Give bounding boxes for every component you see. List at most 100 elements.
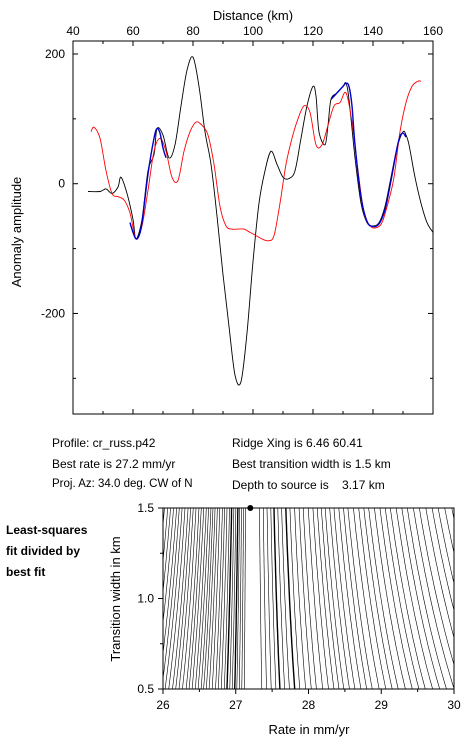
misfit-contour-chart: 26 27 28 29 30 0.5 1.0 1.5 Rate in mm/yr Trans… — [108, 501, 467, 737]
contour-line — [459, 508, 467, 689]
profile-label: Profile: cr_russ.p42 — [52, 436, 156, 450]
bottom-y-tick-label: 1.5 — [137, 501, 154, 515]
contour-line — [231, 508, 237, 689]
bottom-x-tick-label: 26 — [156, 698, 170, 712]
contour-line — [294, 508, 306, 689]
contour-line — [419, 508, 454, 666]
top-x-axis-label: Distance (km) — [213, 8, 293, 23]
top-x-tick-label: 160 — [423, 24, 443, 38]
contour-line — [437, 508, 454, 585]
contour-line — [384, 508, 420, 689]
contour-line — [431, 508, 454, 612]
contour-line — [220, 508, 228, 689]
contour-line — [353, 508, 380, 689]
contour-line — [263, 508, 267, 689]
bottom-y-tick-label: 1.0 — [137, 592, 154, 606]
contour-line — [413, 508, 454, 689]
side-note-line: fit divided by — [6, 544, 81, 558]
contour-line — [163, 508, 174, 625]
contour-line — [281, 508, 290, 689]
contour-line — [368, 508, 399, 689]
contour-line — [259, 508, 263, 689]
top-y-ticks: 200 0 -200 — [41, 47, 433, 379]
contour-line — [401, 508, 440, 689]
contour-line — [211, 508, 221, 689]
contour-line — [289, 508, 301, 689]
bottom-x-axis-label: Rate in mm/yr — [269, 722, 351, 737]
contour-line — [312, 508, 329, 689]
best-width-label: Best transition width is 1.5 km — [232, 457, 391, 471]
bottom-y-tick-label: 0.5 — [137, 682, 154, 696]
contour-line — [239, 508, 242, 689]
contour-line — [308, 508, 324, 689]
contour-line — [182, 508, 197, 689]
contour-line — [229, 508, 235, 689]
contour-lines — [163, 508, 467, 689]
bottom-x-tick-label: 28 — [302, 698, 316, 712]
contour-line — [266, 508, 272, 689]
contour-line — [277, 508, 285, 689]
fitted-segment-line-1 — [129, 127, 167, 240]
bottom-x-tick-label: 30 — [447, 698, 461, 712]
contour-line — [163, 508, 177, 656]
contour-line — [197, 508, 209, 689]
contour-line — [164, 508, 183, 689]
contour-line — [338, 508, 362, 689]
ridge-crossing-label: Ridge Xing is 6.46 60.41 — [232, 436, 363, 450]
contour-line — [425, 508, 454, 639]
side-note-line: best fit — [6, 565, 46, 579]
side-note-line: Least-squares — [6, 523, 88, 537]
contour-line — [316, 508, 335, 689]
contour-line — [395, 508, 433, 689]
contour-line — [215, 508, 223, 689]
contour-line — [324, 508, 345, 689]
contour-line — [241, 508, 244, 689]
contour-line — [285, 508, 296, 689]
top-x-tick-label: 140 — [363, 24, 383, 38]
contour-line — [343, 508, 368, 689]
top-y-tick-label: -200 — [41, 306, 65, 320]
anomaly-profile-chart: 40 60 80 100 120 140 160 200 0 -200 Distance (km… — [9, 8, 443, 415]
top-y-tick-label: 0 — [58, 177, 65, 191]
contour-line — [208, 508, 218, 689]
contour-line — [163, 508, 180, 681]
contour-line — [168, 508, 186, 689]
contour-line — [195, 508, 207, 689]
contour-line — [390, 508, 426, 689]
contour-line — [321, 508, 340, 689]
top-y-tick-label: 200 — [45, 47, 65, 61]
fitted-segment-line-2 — [330, 82, 407, 228]
contour-line — [163, 508, 171, 595]
best-rate-label: Best rate is 27.2 mm/yr — [52, 457, 176, 471]
contour-line — [234, 508, 239, 689]
contour-line — [163, 508, 168, 565]
side-note: Least-squares fit divided by best fit — [6, 520, 87, 583]
best-fit-marker — [247, 505, 254, 511]
bottom-y-ticks: 0.5 1.0 1.5 — [137, 501, 163, 696]
model-anomaly-line — [90, 80, 422, 242]
contour-line — [358, 508, 387, 689]
contour-line — [298, 508, 312, 689]
contour-line — [270, 508, 277, 689]
top-x-tick-label: 40 — [66, 24, 80, 38]
contour-line — [172, 508, 189, 689]
contour-line — [444, 508, 454, 555]
contour-line — [175, 508, 191, 689]
contour-line — [217, 508, 225, 689]
contour-line — [226, 508, 233, 689]
contour-line — [379, 508, 413, 689]
contour-line — [333, 508, 356, 689]
contour-line — [273, 508, 281, 689]
bottom-x-ticks: 26 27 28 29 30 — [156, 689, 461, 712]
top-plot-frame — [72, 40, 434, 415]
contour-line — [200, 508, 212, 689]
bottom-x-tick-label: 27 — [229, 698, 243, 712]
contour-line — [236, 508, 240, 689]
bottom-x-tick-label: 29 — [375, 698, 389, 712]
contour-line — [188, 508, 202, 689]
contour-line — [302, 508, 317, 689]
contour-line — [244, 508, 246, 689]
contour-line — [329, 508, 350, 689]
top-x-tick-label: 60 — [126, 24, 140, 38]
